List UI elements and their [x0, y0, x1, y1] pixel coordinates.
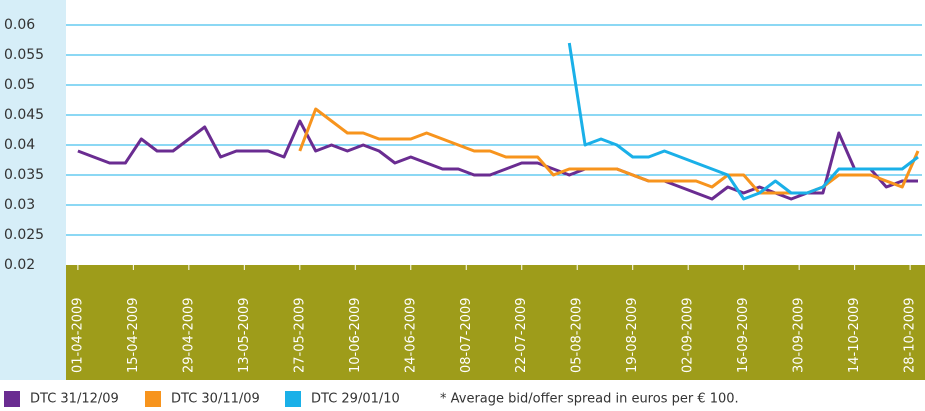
y-tick-label: 0.035	[4, 167, 44, 183]
x-tick-label: 15-04-2009	[126, 297, 141, 373]
x-tick-label: 14-10-2009	[847, 297, 862, 373]
x-tick-label: 19-08-2009	[625, 297, 640, 373]
x-tick-label: 29-04-2009	[181, 297, 196, 373]
y-tick-label: 0.02	[4, 257, 35, 273]
x-tick-label: 28-10-2009	[903, 297, 918, 373]
x-tick-label: 13-05-2009	[237, 297, 252, 373]
x-tick-label: 02-09-2009	[681, 297, 696, 373]
x-tick-label: 05-08-2009	[570, 297, 585, 373]
x-tick-label: 08-07-2009	[459, 297, 474, 373]
legend-swatch	[285, 391, 301, 407]
annotation: * Average bid/offer spread in euros per …	[440, 392, 739, 407]
y-tick-label: 0.055	[4, 47, 44, 63]
y-tick-label: 0.045	[4, 107, 44, 123]
legend-label: DTC 29/01/10	[311, 392, 400, 407]
y-tick-label: 0.03	[4, 197, 35, 213]
x-tick-label: 10-06-2009	[348, 297, 363, 373]
series-line	[567, 42, 919, 201]
legend-label: DTC 31/12/09	[30, 392, 119, 407]
x-tick-label: 16-09-2009	[736, 297, 751, 373]
y-tick-label: 0.05	[4, 77, 35, 93]
x-tick-label: 24-06-2009	[403, 297, 418, 373]
x-tick-label: 27-05-2009	[292, 297, 307, 373]
x-tick-label: 30-09-2009	[792, 297, 807, 373]
y-axis-band	[0, 0, 66, 380]
x-tick-label: 01-04-2009	[70, 297, 85, 373]
y-tick-label: 0.025	[4, 227, 44, 243]
y-tick-label: 0.04	[4, 137, 35, 153]
x-tick-label: 22-07-2009	[514, 297, 529, 373]
legend-swatch	[4, 391, 20, 407]
x-axis-band	[66, 265, 925, 380]
legend-swatch	[145, 391, 161, 407]
legend-label: DTC 30/11/09	[171, 392, 260, 407]
y-tick-label: 0.06	[4, 17, 35, 33]
series-line	[77, 119, 918, 201]
